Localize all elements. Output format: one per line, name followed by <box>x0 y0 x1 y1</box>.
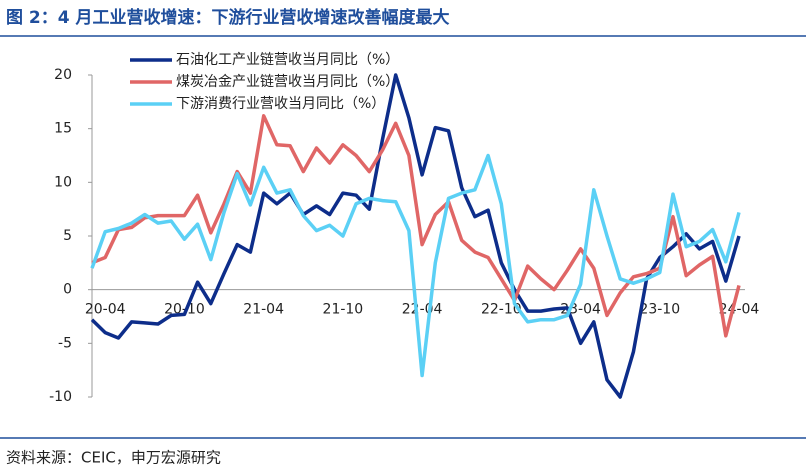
y-tick-label: 15 <box>54 121 72 137</box>
x-tick-label: 22-10 <box>481 302 522 318</box>
y-tick-label: -10 <box>49 389 72 405</box>
x-tick-label: 23-10 <box>639 302 680 318</box>
legend-label: 煤炭冶金产业链营收当月同比（%） <box>176 74 399 90</box>
series-line <box>90 73 741 399</box>
x-tick-label: 22-04 <box>402 302 443 318</box>
y-tick-label: -5 <box>58 335 72 351</box>
y-tick-label: 0 <box>63 282 72 298</box>
x-tick-label: 20-04 <box>85 302 126 318</box>
legend-label: 下游消费行业营收当月同比（%） <box>176 96 385 112</box>
series-line <box>91 114 741 338</box>
series-line <box>90 153 741 378</box>
y-tick-label: 5 <box>63 228 72 244</box>
legend-label: 石油化工产业链营收当月同比（%） <box>176 52 399 68</box>
x-tick-label: 21-10 <box>323 302 364 318</box>
x-tick-label: 21-04 <box>243 302 284 318</box>
x-tick-label: 24-04 <box>719 302 760 318</box>
y-tick-label: 20 <box>54 67 72 83</box>
chart-title: 图 2：4 月工业营收增速：下游行业营收增速改善幅度最大 <box>6 7 450 28</box>
source: 资料来源：CEIC，申万宏源研究 <box>6 449 221 467</box>
y-tick-label: 10 <box>54 174 72 190</box>
